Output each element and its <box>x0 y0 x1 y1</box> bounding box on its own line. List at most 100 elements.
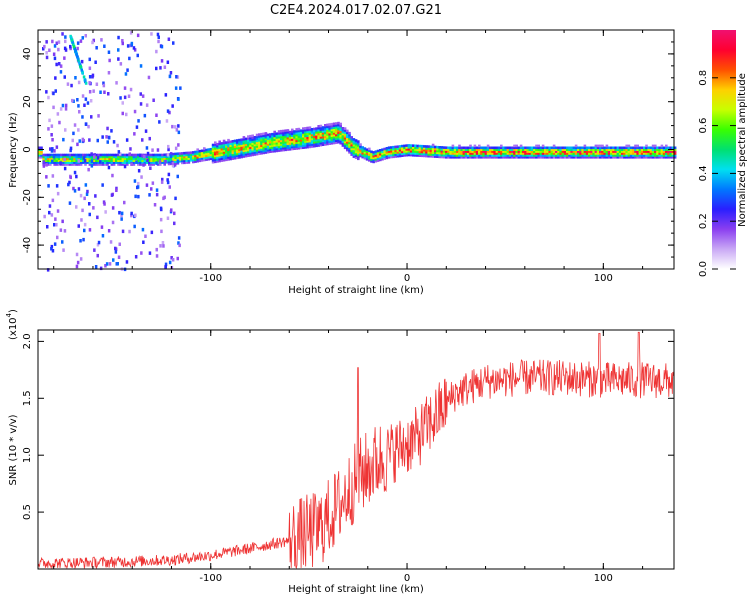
heatmap-cell <box>240 142 243 145</box>
heatmap-cell <box>533 148 536 151</box>
heatmap-cell <box>299 137 303 140</box>
heatmap-cell <box>83 222 87 227</box>
heatmap-cell <box>79 157 83 161</box>
heatmap-cell <box>117 35 120 40</box>
heatmap-cell <box>123 155 127 159</box>
heatmap-cell <box>621 152 624 155</box>
heatmap-cell <box>282 143 285 146</box>
heatmap-cell <box>563 152 567 155</box>
heatmap-cell <box>72 99 75 103</box>
heatmap-cell <box>425 150 428 154</box>
heatmap-cell <box>319 124 323 128</box>
heatmap-cell <box>482 154 485 157</box>
heatmap-cell <box>651 150 655 153</box>
heatmap-cell <box>324 139 327 142</box>
heatmap-cell <box>447 156 450 159</box>
heatmap-cell <box>178 152 182 155</box>
heatmap-cell <box>559 154 562 157</box>
heatmap-cell <box>168 185 171 189</box>
heatmap-cell <box>667 150 670 153</box>
heatmap-cell <box>665 148 668 151</box>
heatmap-cell <box>137 194 140 199</box>
heatmap-cell <box>244 152 248 156</box>
heatmap-cell <box>284 129 287 132</box>
heatmap-cell <box>381 150 384 153</box>
heatmap-cell <box>112 157 116 161</box>
y-tick-label: 1.5 <box>22 390 33 406</box>
heatmap-cell <box>97 114 100 118</box>
heatmap-cell <box>126 68 129 72</box>
heatmap-cell <box>315 142 318 146</box>
heatmap-cell <box>151 181 155 185</box>
heatmap-cell <box>368 147 371 151</box>
heatmap-cell <box>310 131 314 135</box>
heatmap-cell <box>271 144 274 147</box>
heatmap-cell <box>645 148 648 151</box>
heatmap-cell <box>436 145 439 149</box>
colorbar-tick-label: 0.8 <box>698 70 709 86</box>
heatmap-cell <box>348 143 351 146</box>
heatmap-cell <box>187 155 191 158</box>
heatmap-cell <box>412 144 415 147</box>
heatmap-cell <box>126 44 130 48</box>
heatmap-cell <box>66 161 70 164</box>
heatmap-cell <box>156 157 160 161</box>
heatmap-cell <box>610 146 613 150</box>
heatmap-cell <box>610 156 613 159</box>
heatmap-cell <box>563 146 567 150</box>
heatmap-cell <box>172 156 175 160</box>
heatmap-cell <box>418 144 422 148</box>
heatmap-cell <box>588 156 591 159</box>
heatmap-cell <box>104 153 107 157</box>
heatmap-cell <box>106 153 109 157</box>
heatmap-cell <box>304 140 307 143</box>
heatmap-cell <box>383 157 386 160</box>
heatmap-cell <box>132 159 136 162</box>
heatmap-cell <box>142 240 145 244</box>
heatmap-cell <box>559 156 562 159</box>
heatmap-cell <box>64 163 67 166</box>
heatmap-cell <box>458 150 461 153</box>
heatmap-cell <box>50 247 53 251</box>
heatmap-cell <box>231 142 235 145</box>
heatmap-cell <box>260 142 263 146</box>
heatmap-cell <box>126 163 129 166</box>
heatmap-cell <box>513 156 516 159</box>
heatmap-cell <box>262 140 265 143</box>
heatmap-cell <box>176 156 180 159</box>
heatmap-cell <box>77 153 81 157</box>
heatmap-cell <box>306 145 309 149</box>
heatmap-cell <box>260 136 263 140</box>
heatmap-cell <box>412 150 415 153</box>
y-tick-label: 20 <box>22 95 33 108</box>
heatmap-cell <box>178 156 182 159</box>
heatmap-cell <box>225 158 228 162</box>
heatmap-cell <box>177 241 180 245</box>
heatmap-cell <box>91 40 94 45</box>
heatmap-cell <box>60 159 63 162</box>
heatmap-cell <box>110 161 114 164</box>
heatmap-cell <box>73 47 76 51</box>
heatmap-cell <box>319 126 323 130</box>
heatmap-cell <box>451 150 455 153</box>
heatmap-cell <box>49 159 52 162</box>
heatmap-cell <box>535 146 538 150</box>
heatmap-cell <box>216 158 219 161</box>
heatmap-cell <box>412 146 415 149</box>
heatmap-cell <box>111 173 114 178</box>
heatmap-cell <box>63 166 67 171</box>
heatmap-cell <box>656 148 659 151</box>
heatmap-cell <box>280 141 283 144</box>
heatmap-cell <box>332 137 336 141</box>
heatmap-cell <box>273 130 276 134</box>
heatmap-cell <box>429 149 433 152</box>
heatmap-cell <box>293 134 296 137</box>
heatmap-cell <box>566 150 569 153</box>
heatmap-cell <box>541 154 545 157</box>
heatmap-cell <box>92 38 95 43</box>
heatmap-cell <box>671 146 675 150</box>
heatmap-cell <box>379 154 382 158</box>
heatmap-cell <box>172 154 175 158</box>
heatmap-cell <box>93 248 96 252</box>
heatmap-cell <box>374 154 378 157</box>
